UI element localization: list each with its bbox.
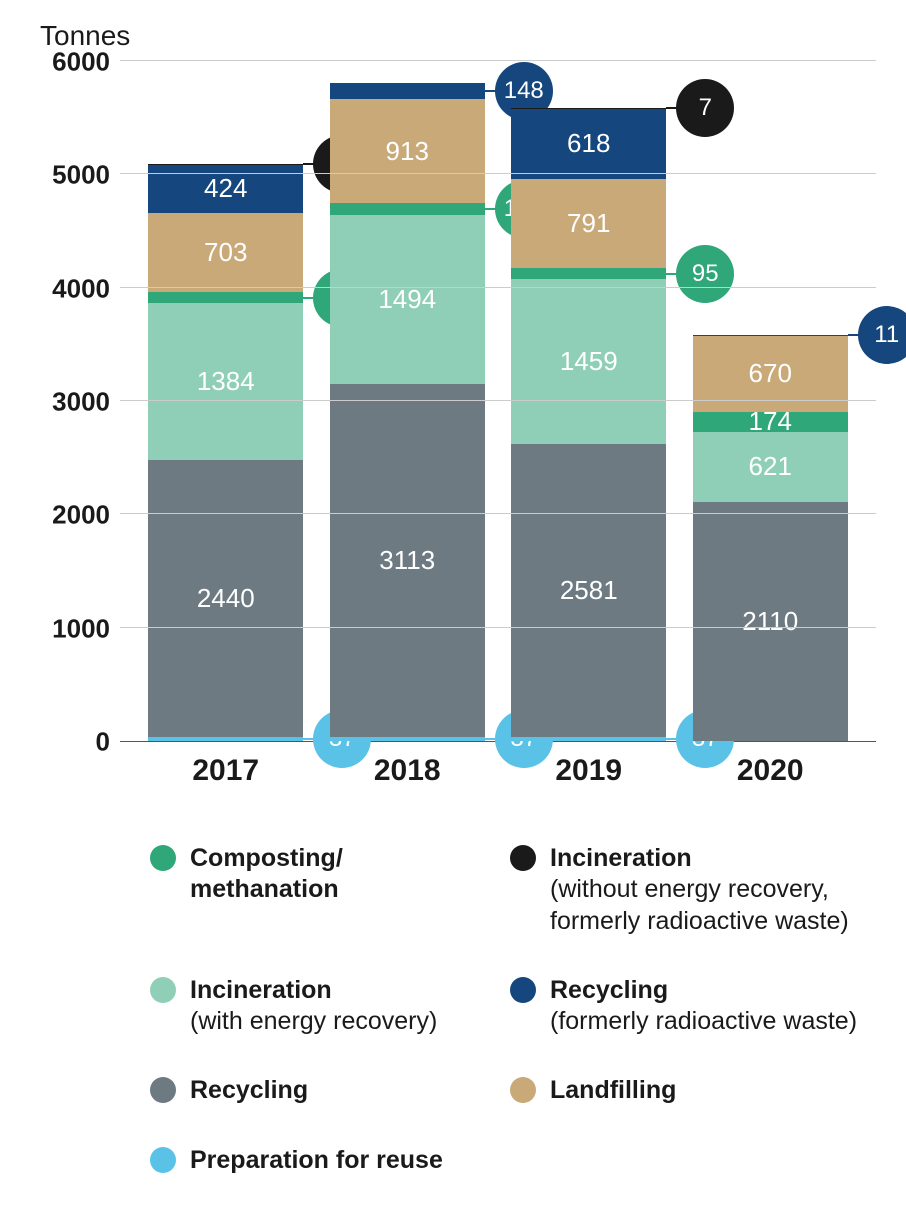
legend-swatch <box>150 1077 176 1103</box>
y-axis-title: Tonnes <box>40 20 876 52</box>
segment-label: 1459 <box>560 346 618 377</box>
segment-label: 2581 <box>560 575 618 606</box>
segment-prep_reuse <box>511 737 666 741</box>
legend-label: Preparation for reuse <box>190 1145 443 1176</box>
segment-inciner_energy: 1384 <box>148 303 303 460</box>
segment-label: 618 <box>567 128 610 159</box>
segment-recycling: 2581 <box>511 444 666 737</box>
bar-2018: 3731131494104913148 <box>330 83 485 741</box>
legend: Composting/methanationIncineration(witho… <box>150 843 876 1176</box>
segment-prep_reuse <box>148 737 303 741</box>
y-tick: 1000 <box>52 613 110 644</box>
legend-item-empty <box>510 1145 890 1176</box>
segment-inciner_no_energy <box>148 164 303 165</box>
legend-label: Incineration(with energy recovery) <box>190 975 437 1038</box>
gridline <box>120 627 876 628</box>
chart-container: Tonnes 0100020003000400050006000 3724401… <box>0 0 906 1206</box>
segment-recycling_radio <box>330 83 485 100</box>
legend-item-composting: Composting/methanation <box>150 843 490 937</box>
legend-label: Landfilling <box>550 1075 676 1106</box>
segment-recycling_radio: 424 <box>148 165 303 213</box>
gridline <box>120 60 876 61</box>
segment-label: 621 <box>749 451 792 482</box>
gridline <box>120 287 876 288</box>
y-tick: 3000 <box>52 387 110 418</box>
legend-swatch <box>510 1077 536 1103</box>
segment-recycling: 2110 <box>693 502 848 741</box>
y-tick: 6000 <box>52 47 110 78</box>
bar-2019: 3725811459957916187 <box>511 108 666 741</box>
legend-label: Recycling(formerly radioactive waste) <box>550 975 857 1038</box>
segment-label: 2440 <box>197 583 255 614</box>
segment-composting <box>511 268 666 279</box>
legend-label: Composting/methanation <box>190 843 343 906</box>
gridline <box>120 513 876 514</box>
legend-item-recycling: Recycling <box>150 1075 490 1106</box>
segment-label: 424 <box>204 173 247 204</box>
legend-label: Incineration(without energy recovery, fo… <box>550 843 890 937</box>
gridline <box>120 400 876 401</box>
x-label: 2017 <box>148 754 303 788</box>
bar-2020: 211062117467011 <box>693 335 848 741</box>
legend-label: Recycling <box>190 1075 308 1106</box>
legend-swatch <box>510 977 536 1003</box>
segment-composting: 174 <box>693 412 848 432</box>
segment-label: 1384 <box>197 366 255 397</box>
legend-swatch <box>150 977 176 1003</box>
segment-landfill: 913 <box>330 99 485 202</box>
y-tick: 5000 <box>52 160 110 191</box>
segment-recycling_radio: 618 <box>511 109 666 179</box>
y-tick: 2000 <box>52 500 110 531</box>
callout-inciner_no_energy: 7 <box>676 79 734 137</box>
segment-label: 2110 <box>742 606 798 637</box>
segment-inciner_energy: 621 <box>693 432 848 502</box>
segment-recycling_radio <box>693 335 848 336</box>
callout-recycling_radio: 11 <box>858 306 906 364</box>
legend-swatch <box>150 845 176 871</box>
legend-item-inciner_energy: Incineration(with energy recovery) <box>150 975 490 1038</box>
y-tick: 4000 <box>52 273 110 304</box>
legend-item-prep_reuse: Preparation for reuse <box>150 1145 490 1176</box>
y-axis: 0100020003000400050006000 <box>30 62 120 742</box>
plot-area: 3724401384987034244373113149410491314837… <box>120 62 876 742</box>
segment-label: 1494 <box>378 284 436 315</box>
chart-area: 0100020003000400050006000 37244013849870… <box>30 62 876 742</box>
segment-composting <box>330 203 485 215</box>
bar-2017: 3724401384987034244 <box>148 164 303 741</box>
segment-inciner_energy: 1494 <box>330 215 485 384</box>
segment-label: 3113 <box>379 545 435 576</box>
segment-recycling: 2440 <box>148 460 303 737</box>
segment-label: 670 <box>749 358 792 389</box>
segment-recycling: 3113 <box>330 384 485 737</box>
segment-label: 913 <box>386 136 429 167</box>
y-tick: 0 <box>96 727 110 758</box>
segment-label: 703 <box>204 237 247 268</box>
segment-landfill: 703 <box>148 213 303 293</box>
segment-composting <box>148 292 303 303</box>
legend-swatch <box>510 845 536 871</box>
legend-swatch <box>150 1147 176 1173</box>
segment-prep_reuse <box>330 737 485 741</box>
gridline <box>120 173 876 174</box>
segment-landfill: 791 <box>511 179 666 269</box>
legend-item-landfill: Landfilling <box>510 1075 890 1106</box>
legend-item-recycling_radio: Recycling(formerly radioactive waste) <box>510 975 890 1038</box>
segment-inciner_energy: 1459 <box>511 279 666 444</box>
legend-item-inciner_no_energy: Incineration(without energy recovery, fo… <box>510 843 890 937</box>
bars-group: 3724401384987034244373113149410491314837… <box>120 62 876 741</box>
segment-inciner_no_energy <box>511 108 666 109</box>
segment-label: 791 <box>567 208 610 239</box>
callout-composting: 95 <box>676 245 734 303</box>
